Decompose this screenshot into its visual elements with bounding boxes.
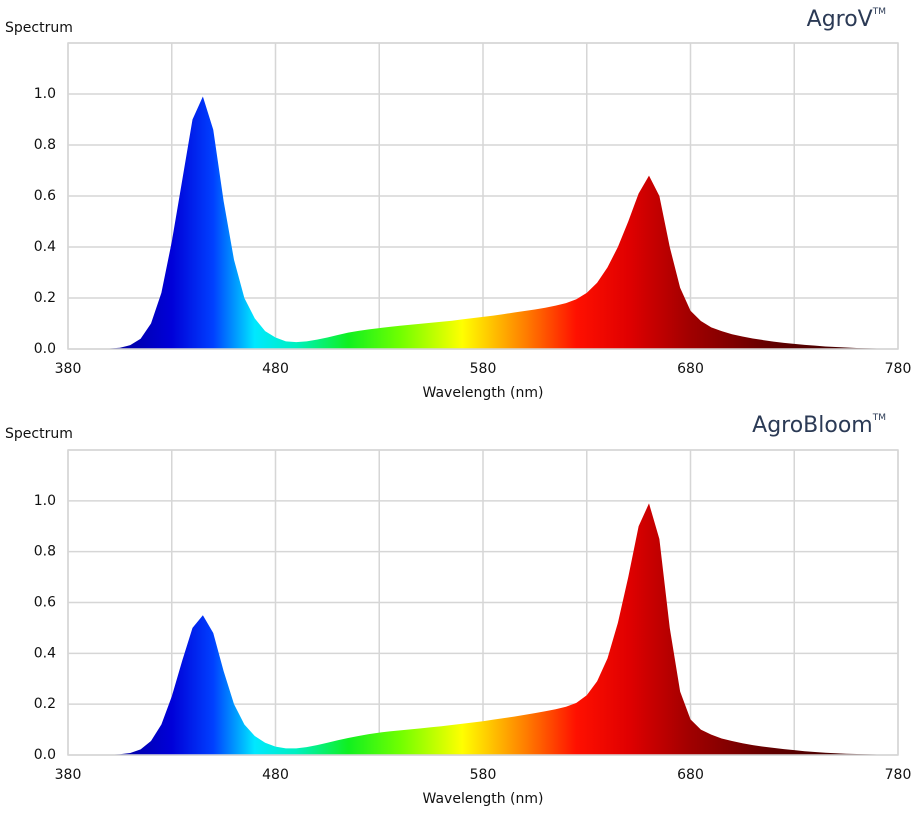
title-mark: TM (872, 7, 886, 17)
x-tick-label: 780 (885, 767, 912, 783)
y-tick-label: 1.0 (34, 493, 56, 509)
y-tick-label: 0.8 (34, 544, 56, 560)
x-tick-label: 780 (885, 361, 912, 377)
panel: 0.0 0.2 0.4 0.6 0.8 1.0 380 480 580 680 780 Wavelen… (5, 7, 911, 402)
x-tick-label: 480 (262, 767, 289, 783)
x-axis-label: Wavelength (nm) (423, 385, 544, 401)
y-tick-label: 0.2 (34, 696, 56, 712)
title-mark: TM (872, 413, 886, 423)
chart-title: AgroVTM (807, 7, 886, 33)
chart-title: AgroBloomTM (752, 413, 886, 439)
x-axis-label: Wavelength (nm) (423, 791, 544, 807)
y-tick-label: 0.2 (34, 290, 56, 306)
x-tick-label: 480 (262, 361, 289, 377)
y-tick-label: 0.0 (34, 341, 56, 357)
y-tick-label: 0.0 (34, 747, 56, 763)
y-tick-label: 0.4 (34, 645, 56, 661)
y-tick-label: 0.8 (34, 137, 56, 153)
x-tick-label: 580 (470, 361, 497, 377)
y-axis-label: Spectrum (5, 426, 73, 442)
y-axis-label: Spectrum (5, 20, 73, 36)
title-text: AgroV (807, 7, 873, 32)
x-tick-label: 680 (677, 767, 704, 783)
plot-frame (67, 449, 899, 756)
y-tick-label: 0.6 (34, 595, 56, 611)
x-tick-label: 380 (55, 767, 82, 783)
x-tick-label: 580 (470, 767, 497, 783)
title-text: AgroBloom (752, 413, 873, 438)
spectrum-area (68, 96, 898, 349)
y-tick-label: 0.4 (34, 239, 56, 255)
y-tick-label: 0.6 (34, 188, 56, 204)
x-tick-label: 380 (55, 361, 82, 377)
x-tick-label: 680 (677, 361, 704, 377)
panel: 0.0 0.2 0.4 0.6 0.8 1.0 380 480 580 680 780 Wavelen… (5, 413, 911, 808)
y-tick-label: 1.0 (34, 86, 56, 102)
plot-frame (67, 42, 899, 350)
